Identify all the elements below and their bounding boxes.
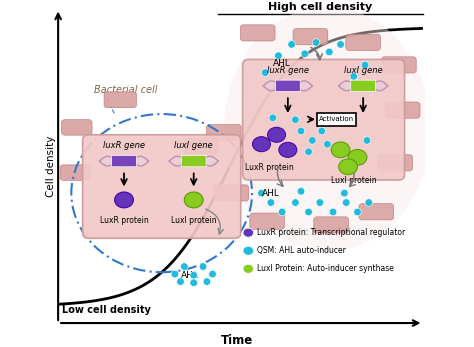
Circle shape — [350, 73, 357, 80]
FancyBboxPatch shape — [317, 112, 356, 126]
Text: luxI gene: luxI gene — [174, 141, 213, 150]
Text: LuxR protein: Transcriptional regulator: LuxR protein: Transcriptional regulator — [256, 228, 405, 237]
FancyBboxPatch shape — [243, 59, 405, 180]
Circle shape — [190, 279, 198, 287]
Text: AHL: AHL — [181, 271, 199, 280]
Text: AHL: AHL — [273, 59, 291, 68]
Circle shape — [292, 116, 299, 124]
Circle shape — [209, 270, 216, 278]
FancyBboxPatch shape — [207, 125, 241, 141]
FancyBboxPatch shape — [185, 138, 218, 154]
Circle shape — [305, 208, 312, 216]
Text: luxR gene: luxR gene — [103, 141, 145, 150]
Ellipse shape — [348, 150, 367, 165]
Text: Cell density: Cell density — [46, 136, 55, 197]
FancyBboxPatch shape — [111, 155, 137, 167]
Text: Low cell density: Low cell density — [62, 305, 151, 315]
Circle shape — [171, 270, 179, 278]
Text: LuxI protein: LuxI protein — [331, 176, 376, 185]
FancyBboxPatch shape — [250, 213, 284, 229]
FancyBboxPatch shape — [351, 80, 375, 92]
Text: luxR gene: luxR gene — [267, 66, 309, 75]
Circle shape — [297, 127, 305, 135]
Circle shape — [331, 116, 338, 124]
FancyBboxPatch shape — [62, 120, 92, 135]
FancyBboxPatch shape — [104, 92, 137, 108]
Circle shape — [312, 39, 320, 46]
FancyBboxPatch shape — [60, 165, 91, 180]
Text: LuxR protein: LuxR protein — [245, 163, 293, 172]
Text: LuxR protein: LuxR protein — [100, 217, 148, 226]
Circle shape — [267, 199, 274, 206]
Ellipse shape — [338, 159, 357, 175]
Text: High cell density: High cell density — [268, 2, 372, 12]
Ellipse shape — [224, 7, 431, 252]
Circle shape — [288, 41, 295, 48]
Circle shape — [316, 199, 324, 206]
Ellipse shape — [115, 192, 134, 208]
FancyBboxPatch shape — [359, 204, 393, 220]
Ellipse shape — [243, 264, 254, 273]
Circle shape — [200, 263, 207, 270]
Text: Time: Time — [221, 335, 253, 347]
FancyBboxPatch shape — [293, 28, 328, 45]
Circle shape — [309, 137, 316, 144]
Text: LuxI Protein: Auto-inducer synthase: LuxI Protein: Auto-inducer synthase — [256, 264, 393, 273]
FancyBboxPatch shape — [346, 34, 381, 50]
Ellipse shape — [279, 142, 297, 157]
Circle shape — [329, 208, 337, 216]
FancyBboxPatch shape — [214, 185, 249, 201]
Circle shape — [262, 69, 269, 76]
FancyBboxPatch shape — [181, 155, 206, 167]
Circle shape — [305, 148, 312, 155]
Circle shape — [190, 271, 198, 279]
Circle shape — [269, 114, 276, 121]
Ellipse shape — [253, 137, 271, 152]
FancyBboxPatch shape — [82, 135, 241, 238]
FancyBboxPatch shape — [378, 155, 412, 171]
Text: Bacterial cell: Bacterial cell — [94, 85, 157, 95]
Circle shape — [177, 278, 184, 285]
Text: Activation: Activation — [319, 116, 355, 122]
Circle shape — [278, 208, 286, 216]
Circle shape — [361, 61, 369, 69]
Text: luxI gene: luxI gene — [344, 66, 383, 75]
Text: AHL: AHL — [262, 189, 280, 198]
Text: QSM: AHL auto-inducer: QSM: AHL auto-inducer — [256, 246, 346, 255]
Circle shape — [292, 199, 299, 206]
Circle shape — [354, 208, 361, 216]
Circle shape — [318, 127, 326, 135]
FancyBboxPatch shape — [240, 25, 275, 41]
Circle shape — [324, 141, 331, 148]
Ellipse shape — [243, 246, 254, 255]
Circle shape — [297, 187, 305, 195]
Circle shape — [181, 263, 188, 270]
FancyBboxPatch shape — [314, 217, 348, 233]
Text: LuxI protein: LuxI protein — [171, 217, 217, 226]
Circle shape — [274, 52, 282, 59]
Circle shape — [342, 199, 350, 206]
FancyBboxPatch shape — [382, 57, 416, 73]
Circle shape — [337, 41, 344, 48]
Ellipse shape — [331, 142, 350, 158]
FancyBboxPatch shape — [385, 102, 420, 118]
Circle shape — [203, 278, 210, 285]
Ellipse shape — [267, 127, 285, 142]
Circle shape — [365, 199, 373, 206]
Circle shape — [340, 189, 348, 197]
Ellipse shape — [184, 192, 203, 208]
Circle shape — [258, 189, 265, 197]
Circle shape — [301, 50, 309, 58]
FancyBboxPatch shape — [275, 80, 300, 92]
Circle shape — [326, 48, 333, 56]
Circle shape — [363, 137, 371, 144]
Ellipse shape — [243, 228, 254, 237]
